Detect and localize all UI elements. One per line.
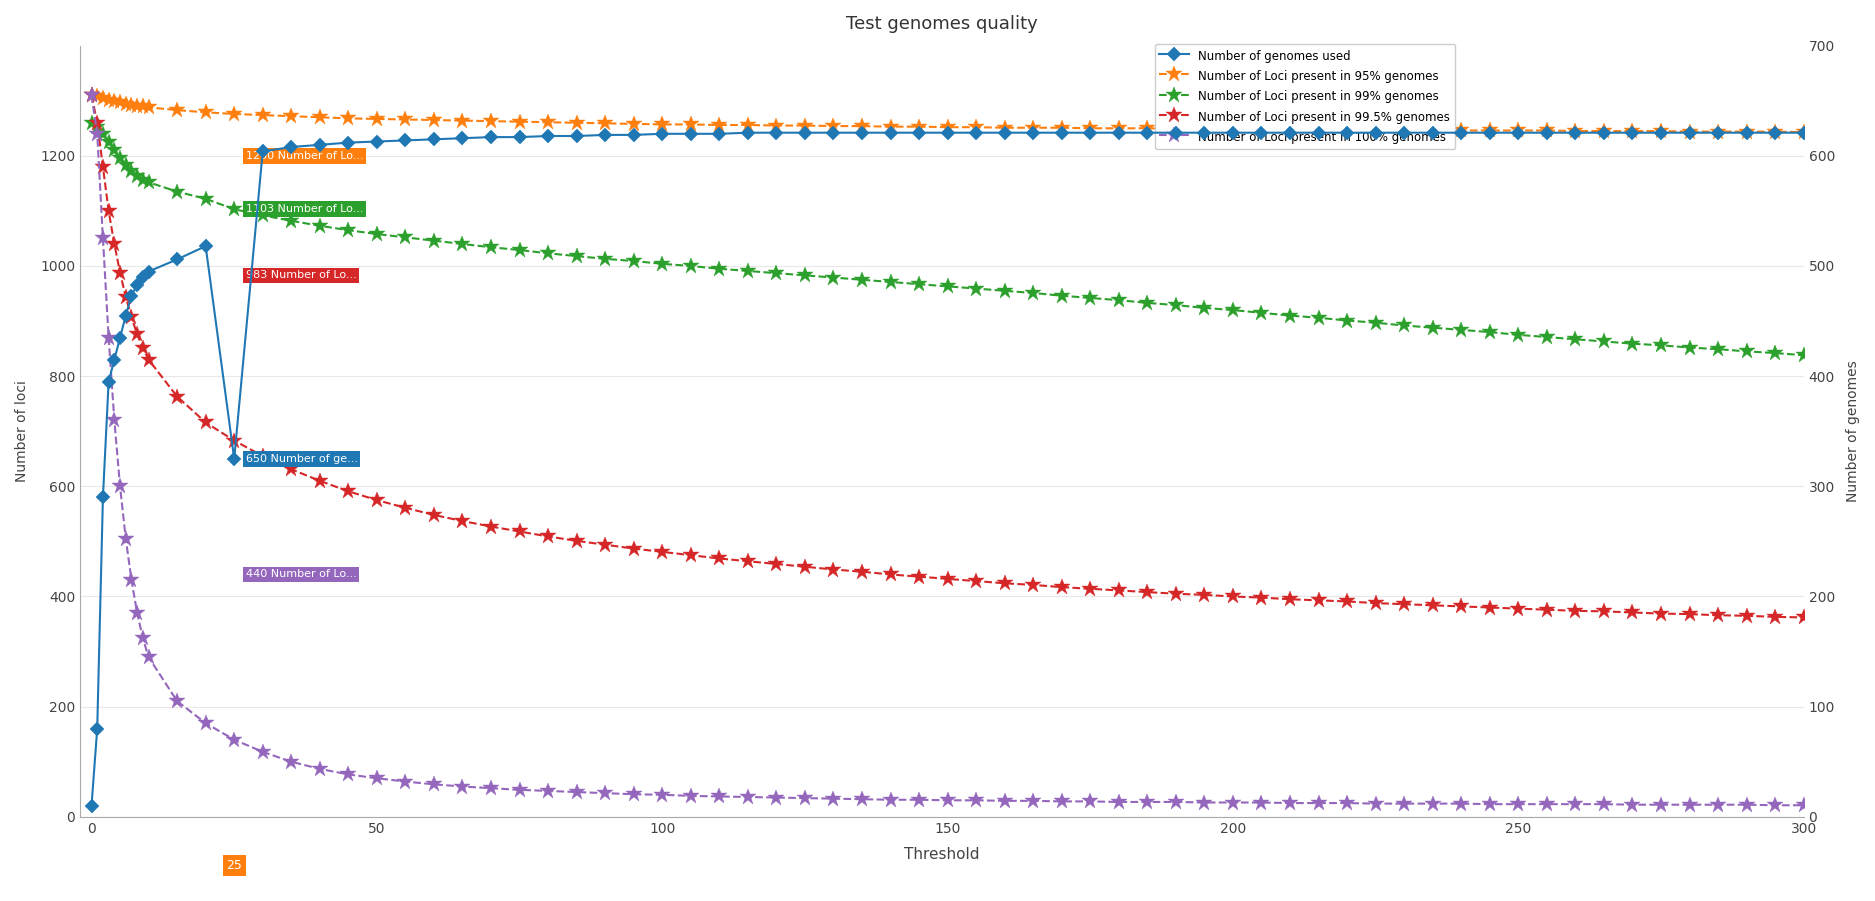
Line: Number of Loci present in 99% genomes: Number of Loci present in 99% genomes	[82, 114, 1811, 364]
Number of Loci present in 99% genomes	[480, 241, 502, 252]
Number of genomes used	[480, 132, 502, 142]
Text: 1103 Number of Lo...: 1103 Number of Lo...	[246, 205, 364, 214]
Number of genomes used	[1792, 127, 1815, 138]
Number of Loci present in 99% genomes	[109, 152, 131, 163]
Text: 440 Number of Lo...: 440 Number of Lo...	[246, 569, 356, 579]
Number of Loci present in 95% genomes	[480, 115, 502, 126]
Number of Loci present in 95% genomes	[109, 97, 131, 108]
Line: Number of Loci present in 100% genomes: Number of Loci present in 100% genomes	[82, 86, 1811, 814]
Number of Loci present in 99.5% genomes	[1792, 612, 1815, 623]
Text: 650 Number of ge...: 650 Number of ge...	[246, 454, 358, 464]
Number of genomes used	[223, 453, 246, 464]
Number of Loci present in 100% genomes	[966, 795, 988, 805]
Number of genomes used	[508, 132, 531, 142]
Number of Loci present in 99.5% genomes	[480, 521, 502, 532]
Number of Loci present in 99% genomes	[223, 204, 246, 214]
Number of Loci present in 99% genomes	[81, 117, 103, 128]
Number of genomes used	[994, 127, 1016, 138]
Number of Loci present in 100% genomes	[109, 481, 131, 492]
Number of Loci present in 99% genomes	[131, 174, 154, 185]
Number of Loci present in 99.5% genomes	[131, 342, 154, 353]
Text: 25: 25	[227, 860, 242, 872]
Line: Number of Loci present in 95% genomes: Number of Loci present in 95% genomes	[82, 86, 1811, 141]
Number of Loci present in 99.5% genomes	[109, 268, 131, 278]
Number of Loci present in 99% genomes	[1792, 350, 1815, 360]
Number of Loci present in 95% genomes	[81, 90, 103, 101]
Number of Loci present in 100% genomes	[480, 783, 502, 794]
Number of genomes used	[1764, 127, 1787, 138]
Line: Number of Loci present in 99.5% genomes: Number of Loci present in 99.5% genomes	[82, 86, 1811, 626]
Number of Loci present in 100% genomes	[1764, 800, 1787, 811]
Number of Loci present in 100% genomes	[223, 734, 246, 745]
Number of Loci present in 95% genomes	[966, 122, 988, 132]
Text: 983 Number of Lo...: 983 Number of Lo...	[246, 270, 356, 280]
Text: 1200 Number of Lo...: 1200 Number of Lo...	[246, 150, 364, 161]
Number of Loci present in 100% genomes	[508, 785, 531, 796]
Number of Loci present in 100% genomes	[81, 90, 103, 101]
Title: Test genomes quality: Test genomes quality	[846, 15, 1037, 33]
Number of Loci present in 95% genomes	[223, 108, 246, 119]
Number of genomes used	[109, 332, 131, 343]
Number of Loci present in 100% genomes	[1792, 800, 1815, 811]
Legend: Number of genomes used, Number of Loci present in 95% genomes, Number of Loci pr: Number of genomes used, Number of Loci p…	[1155, 44, 1455, 149]
Y-axis label: Number of genomes: Number of genomes	[1847, 360, 1860, 502]
X-axis label: Threshold: Threshold	[904, 847, 979, 861]
Number of Loci present in 100% genomes	[1736, 799, 1759, 810]
Number of genomes used	[81, 800, 103, 811]
Number of Loci present in 99% genomes	[508, 244, 531, 255]
Number of Loci present in 99.5% genomes	[223, 435, 246, 446]
Number of Loci present in 95% genomes	[508, 116, 531, 127]
Number of Loci present in 99.5% genomes	[966, 576, 988, 587]
Number of Loci present in 99.5% genomes	[508, 526, 531, 537]
Number of Loci present in 99.5% genomes	[81, 90, 103, 101]
Line: Number of genomes used: Number of genomes used	[86, 128, 1809, 811]
Y-axis label: Number of loci: Number of loci	[15, 380, 28, 482]
Number of Loci present in 95% genomes	[131, 101, 154, 112]
Number of Loci present in 95% genomes	[1792, 127, 1815, 138]
Number of Loci present in 99% genomes	[966, 283, 988, 294]
Number of genomes used	[737, 127, 759, 138]
